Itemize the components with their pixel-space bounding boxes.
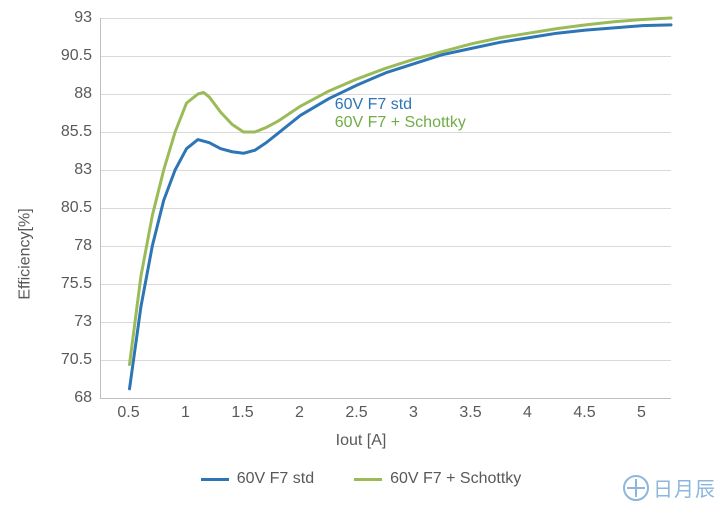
legend-swatch <box>201 478 229 481</box>
x-tick-label: 1 <box>181 404 190 422</box>
y-tick-label: 93 <box>42 9 92 27</box>
inline-series-label: 60V F7 + Schottky <box>335 114 466 132</box>
series-line <box>130 25 672 389</box>
y-tick-label: 88 <box>42 85 92 103</box>
y-tick-label: 70.5 <box>42 351 92 369</box>
y-tick-label: 68 <box>42 389 92 407</box>
x-tick-label: 1.5 <box>231 404 253 422</box>
legend: 60V F7 std 60V F7 + Schottky <box>0 470 722 488</box>
watermark-icon <box>623 475 649 501</box>
legend-item: 60V F7 + Schottky <box>354 470 521 488</box>
inline-series-label: 60V F7 std <box>335 96 412 114</box>
legend-item: 60V F7 std <box>201 470 314 488</box>
x-tick-label: 4.5 <box>573 404 595 422</box>
legend-label: 60V F7 + Schottky <box>390 470 521 488</box>
y-tick-label: 85.5 <box>42 123 92 141</box>
y-tick-label: 90.5 <box>42 47 92 65</box>
legend-label: 60V F7 std <box>237 470 314 488</box>
y-tick-label: 83 <box>42 161 92 179</box>
x-tick-label: 2 <box>295 404 304 422</box>
plot-area: 60V F7 std60V F7 + Schottky <box>100 18 671 399</box>
x-tick-label: 0.5 <box>117 404 139 422</box>
watermark: 日月辰 <box>623 473 716 502</box>
x-axis-title: Iout [A] <box>0 432 722 450</box>
x-tick-label: 2.5 <box>345 404 367 422</box>
x-tick-label: 5 <box>637 404 646 422</box>
y-tick-label: 80.5 <box>42 199 92 217</box>
plot-svg <box>101 18 671 398</box>
series-line <box>130 18 672 365</box>
y-tick-label: 73 <box>42 313 92 331</box>
efficiency-chart: Efficiency[%] 60V F7 std60V F7 + Schottk… <box>0 0 722 508</box>
x-tick-label: 3 <box>409 404 418 422</box>
y-tick-label: 78 <box>42 237 92 255</box>
legend-swatch <box>354 478 382 481</box>
x-tick-label: 4 <box>523 404 532 422</box>
y-tick-label: 75.5 <box>42 275 92 293</box>
x-tick-label: 3.5 <box>459 404 481 422</box>
